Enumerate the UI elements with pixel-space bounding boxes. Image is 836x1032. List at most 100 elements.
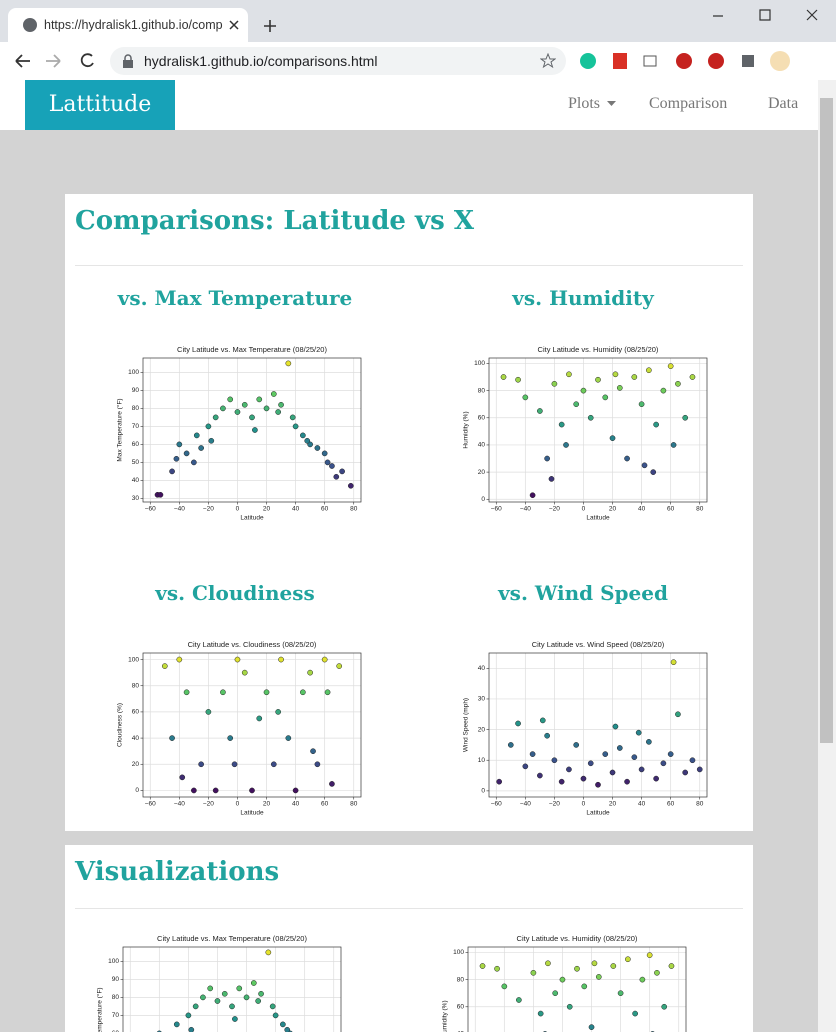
- point: [176, 656, 183, 663]
- plot-frame: [488, 357, 708, 503]
- scrollbar-thumb[interactable]: [820, 98, 833, 743]
- point: [179, 774, 186, 781]
- point: [548, 476, 555, 482]
- y-tick-label: 60: [478, 414, 486, 421]
- plot-frame: [467, 946, 687, 1032]
- bookmark-star[interactable]: [540, 53, 556, 69]
- point: [617, 990, 624, 997]
- point: [193, 432, 200, 439]
- nav-link[interactable]: Plots: [568, 95, 601, 112]
- x-tick-label: 60: [667, 801, 675, 808]
- point: [205, 423, 212, 430]
- point: [285, 735, 292, 741]
- x-tick-label: −40: [174, 506, 185, 513]
- point: [661, 1003, 668, 1010]
- point: [667, 363, 674, 370]
- point: [529, 751, 536, 757]
- point: [566, 766, 572, 773]
- x-tick-label: −20: [549, 801, 560, 808]
- point: [667, 751, 674, 757]
- point: [551, 380, 558, 387]
- tab[interactable]: https://hydralisk1.github.io/comp: [8, 8, 248, 42]
- y-tick-label: 70: [112, 1012, 120, 1019]
- y-tick-label: 30: [478, 696, 486, 703]
- nav-link[interactable]: Data: [768, 95, 799, 112]
- y-tick-label: 100: [128, 369, 139, 376]
- point: [300, 432, 306, 439]
- x-tick-label: −40: [520, 506, 531, 513]
- chart-title: City Latitude vs. Humidity (08/25/20): [538, 345, 659, 354]
- point: [654, 969, 660, 976]
- point: [551, 757, 558, 764]
- point: [256, 396, 263, 403]
- new-tab[interactable]: [263, 19, 277, 33]
- scrollbar[interactable]: [818, 80, 836, 1032]
- point: [241, 401, 248, 408]
- nav-link[interactable]: Comparison: [649, 95, 728, 112]
- x-tick-label: 20: [263, 506, 271, 513]
- point: [234, 409, 241, 415]
- tab-close[interactable]: [228, 19, 240, 31]
- y-tick-label: 0: [135, 787, 139, 794]
- x-axis-label: Latitude: [240, 810, 264, 817]
- point: [314, 761, 321, 768]
- y-tick-label: 100: [474, 360, 485, 367]
- y-tick-label: 60: [112, 1030, 120, 1032]
- y-tick-label: 90: [112, 976, 120, 983]
- nav-buttons[interactable]: [10, 42, 100, 80]
- point: [183, 689, 190, 696]
- point: [610, 963, 617, 969]
- point: [632, 1010, 638, 1017]
- point: [515, 720, 521, 727]
- x-tick-label: 40: [292, 506, 300, 513]
- y-tick-label: 30: [132, 495, 140, 502]
- x-tick-label: −20: [549, 506, 560, 513]
- section-title: Comparisons: Latitude vs X: [75, 206, 474, 236]
- point: [625, 956, 631, 963]
- y-tick-label: 80: [478, 387, 486, 394]
- point: [249, 787, 255, 794]
- point: [227, 396, 234, 403]
- x-tick-label: −20: [203, 506, 214, 513]
- x-tick-label: 80: [350, 506, 358, 513]
- window-controls[interactable]: [710, 6, 830, 26]
- point: [173, 1021, 180, 1028]
- point: [263, 405, 270, 412]
- point: [595, 974, 602, 980]
- point: [566, 371, 572, 378]
- point: [198, 761, 204, 768]
- point: [624, 778, 630, 785]
- x-axis-label: Latitude: [586, 515, 610, 522]
- x-tick-label: 0: [236, 506, 240, 513]
- point: [537, 1010, 544, 1017]
- point: [329, 781, 335, 787]
- panel-heading: vs. Cloudiness: [155, 581, 315, 605]
- chart: City Latitude vs. Cloudiness (08/25/20) −…: [117, 640, 362, 817]
- chart: City Latitude vs. Max Temperature (08/25…: [116, 345, 362, 522]
- chart-title: City Latitude vs. Max Temperature (08/25…: [157, 934, 307, 943]
- brand[interactable]: Lattitude: [25, 80, 175, 130]
- point: [530, 969, 537, 976]
- extensions[interactable]: [578, 49, 808, 73]
- point: [581, 983, 588, 990]
- point: [207, 985, 214, 992]
- point: [660, 387, 667, 394]
- point: [339, 468, 345, 475]
- point: [646, 952, 653, 959]
- x-tick-label: 20: [609, 801, 617, 808]
- point: [609, 435, 616, 442]
- point: [304, 437, 311, 444]
- point: [231, 761, 238, 768]
- point: [650, 469, 657, 475]
- x-tick-label: 40: [292, 801, 300, 808]
- y-tick-label: 40: [457, 1031, 465, 1032]
- y-axis-label: Humidity (%): [463, 411, 470, 448]
- y-tick-label: 90: [132, 387, 140, 394]
- address-bar[interactable]: hydralisk1.github.io/comparisons.html: [110, 47, 566, 75]
- point: [624, 455, 630, 462]
- point: [307, 669, 313, 676]
- point: [602, 394, 609, 401]
- point: [574, 965, 580, 972]
- point: [183, 450, 190, 457]
